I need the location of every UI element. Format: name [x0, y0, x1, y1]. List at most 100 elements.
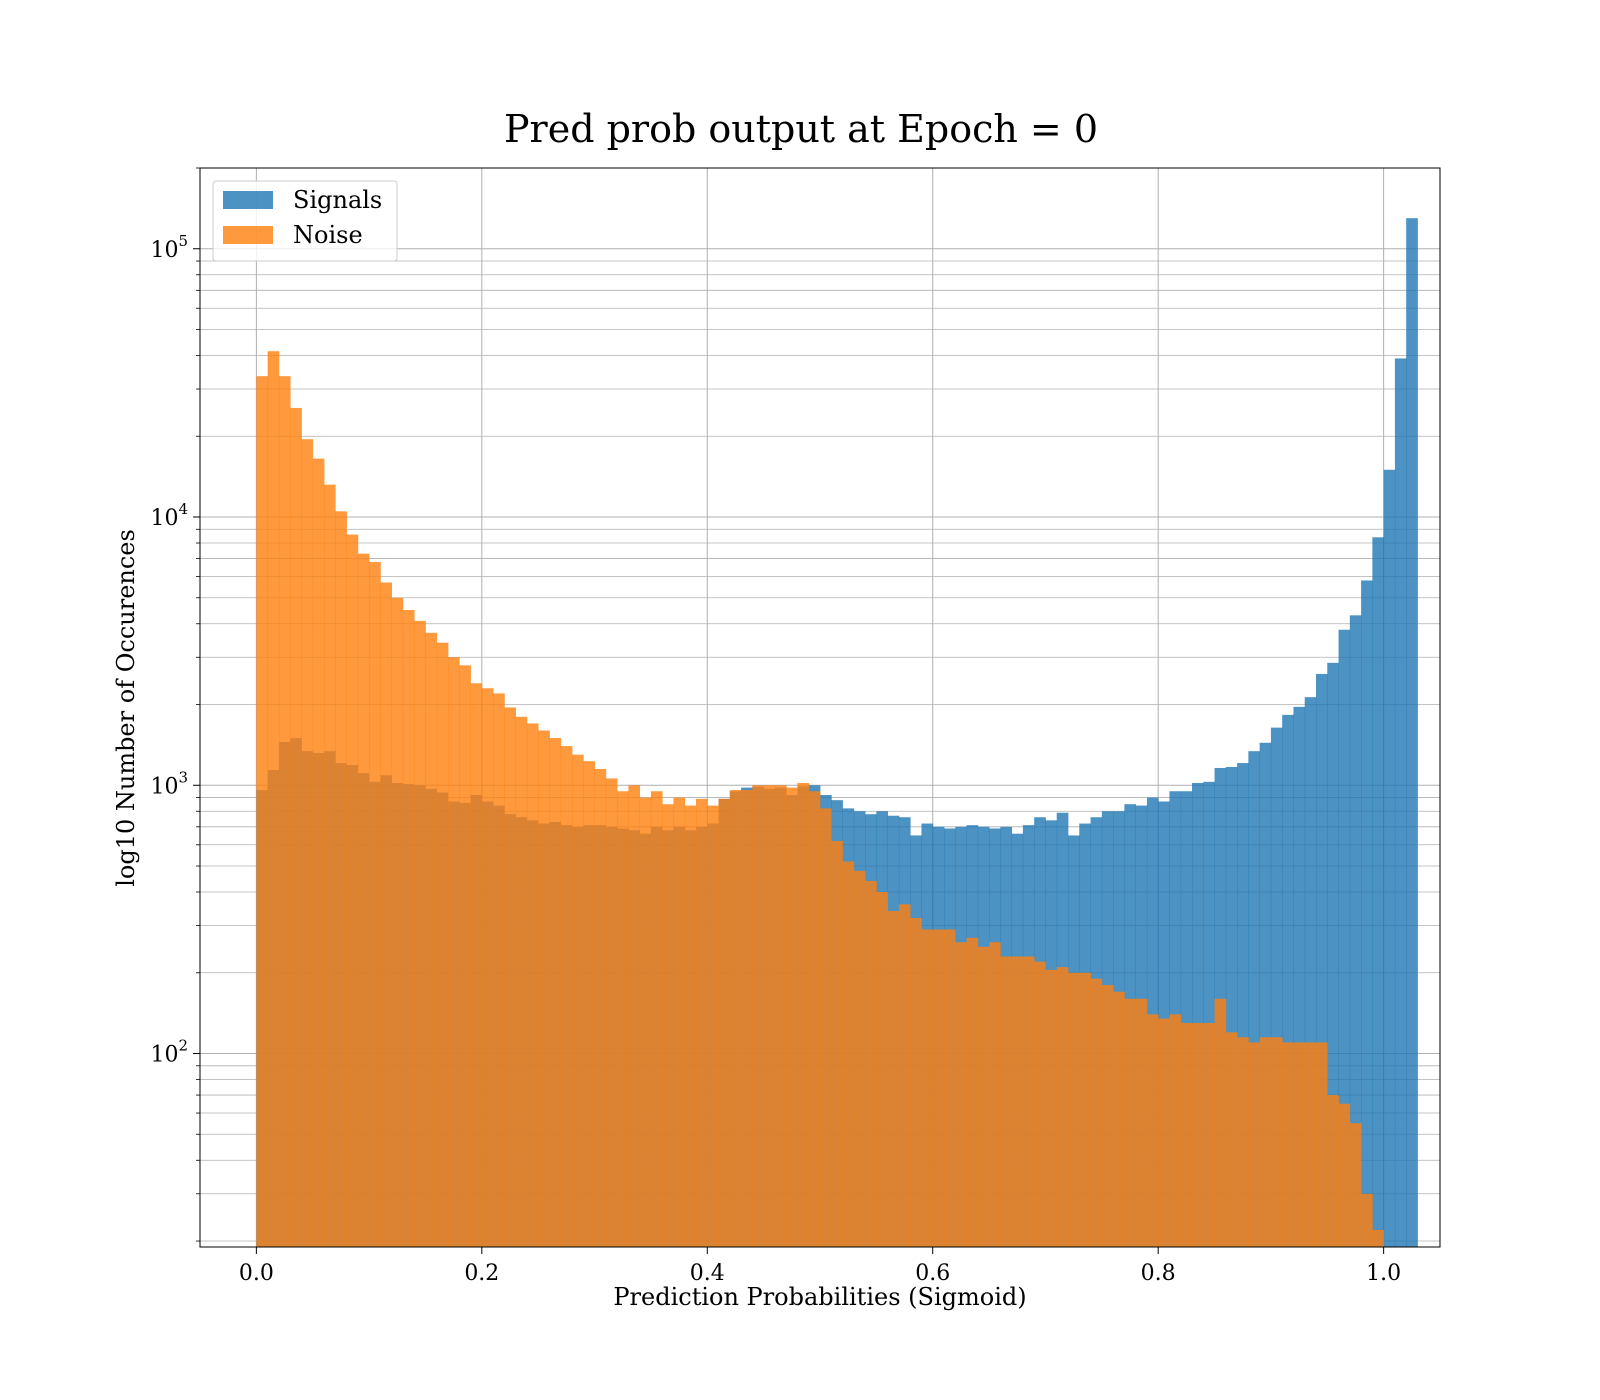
x-tick-label: 0.0: [239, 1261, 274, 1286]
bar-signals: [1383, 469, 1396, 1248]
bar-noise: [729, 790, 742, 1247]
bar-signals: [1327, 662, 1339, 1247]
bar-noise: [876, 892, 889, 1247]
y-axis-ticks: 102 103 104 105: [150, 167, 200, 1242]
bar-noise: [650, 791, 663, 1247]
bar-noise: [921, 929, 934, 1247]
bar-noise: [1169, 1014, 1182, 1247]
bar-signals: [1237, 763, 1249, 1247]
bar-noise: [1011, 956, 1024, 1247]
bar-noise: [966, 937, 979, 1247]
bar-noise: [1361, 1193, 1373, 1247]
bar-noise: [1327, 1095, 1339, 1247]
y-tick-label: 103: [150, 768, 188, 799]
series-noise: [256, 351, 1385, 1248]
y-axis-label: log10 Number of Occurences: [112, 529, 140, 887]
bar-noise: [628, 785, 641, 1247]
bar-noise: [763, 785, 776, 1247]
bar-noise: [335, 511, 347, 1247]
x-tick-label: 0.6: [915, 1261, 950, 1286]
bar-signals: [1394, 358, 1407, 1247]
y-tick-label: 104: [150, 500, 188, 531]
bar-noise: [853, 870, 866, 1247]
bar-noise: [493, 693, 505, 1247]
bar-noise: [898, 904, 911, 1247]
bar-noise: [1034, 961, 1046, 1247]
bar-noise: [515, 716, 528, 1247]
bar-noise: [617, 791, 629, 1247]
bar-noise: [402, 610, 415, 1247]
bar-noise: [944, 929, 956, 1247]
bar-noise: [526, 723, 539, 1247]
bar-noise: [312, 458, 325, 1247]
bar-noise: [1068, 972, 1080, 1247]
bar-noise: [1259, 1037, 1272, 1247]
bar-signals: [1406, 218, 1418, 1247]
bar-noise: [696, 798, 708, 1247]
bar-noise: [1270, 1037, 1283, 1247]
bar-noise: [1135, 998, 1148, 1247]
bar-signals: [1338, 629, 1351, 1247]
bar-noise: [774, 785, 787, 1247]
bar-signals: [1270, 727, 1283, 1247]
bar-noise: [594, 768, 607, 1247]
bar-noise: [605, 778, 618, 1247]
y-tick-label: 105: [150, 232, 188, 263]
bar-noise: [459, 665, 471, 1247]
bar-noise: [369, 561, 381, 1247]
bar-signals: [1349, 615, 1362, 1247]
bar-noise: [1113, 991, 1125, 1247]
bar-noise: [865, 880, 877, 1247]
bar-noise: [301, 439, 314, 1247]
y-tick-label: 102: [150, 1037, 188, 1068]
bar-noise: [290, 407, 302, 1248]
bar-noise: [1079, 972, 1091, 1247]
bar-signals: [1192, 782, 1204, 1247]
bar-noise: [256, 376, 269, 1247]
bar-noise: [662, 804, 674, 1247]
bar-noise: [684, 805, 697, 1247]
plot-frame: [199, 167, 1441, 1248]
bar-signals: [1180, 791, 1193, 1247]
legend-swatch-signals: [223, 191, 273, 209]
bar-noise: [1316, 1042, 1328, 1247]
chart-title: Pred prob output at Epoch = 0: [504, 107, 1098, 151]
bar-noise: [808, 791, 821, 1247]
legend-label-signals: Signals: [293, 186, 382, 214]
bar-noise: [572, 754, 584, 1247]
bar-noise: [797, 782, 810, 1247]
bar-noise: [1090, 978, 1103, 1247]
bar-noise: [831, 840, 843, 1247]
bar-noise: [910, 918, 922, 1247]
bar-noise: [1192, 1022, 1204, 1247]
bar-signals: [1203, 781, 1215, 1247]
bar-noise: [1214, 998, 1227, 1247]
bar-noise: [1372, 1229, 1385, 1247]
bar-noise: [324, 484, 336, 1247]
bar-signals: [1259, 742, 1272, 1247]
bar-noise: [481, 688, 494, 1247]
bar-noise: [583, 761, 595, 1247]
bar-noise: [752, 785, 765, 1247]
bar-noise: [380, 582, 393, 1247]
bar-noise: [504, 707, 517, 1247]
bar-noise: [842, 861, 855, 1247]
bar-noise: [786, 787, 798, 1247]
bar-noise: [1158, 1018, 1170, 1247]
bar-noise: [1293, 1042, 1306, 1247]
bar-noise: [538, 730, 550, 1247]
bar-signals: [1372, 537, 1385, 1247]
bar-noise: [1237, 1037, 1249, 1247]
x-axis-ticks: 0.0 0.2 0.4 0.6 0.8 1.0: [239, 1247, 1401, 1286]
legend: Signals Noise: [212, 180, 398, 262]
x-tick-label: 0.8: [1141, 1261, 1176, 1286]
bar-noise: [560, 746, 573, 1247]
bar-noise: [549, 738, 562, 1247]
bar-noise: [1349, 1123, 1362, 1247]
x-tick-label: 0.2: [464, 1261, 499, 1286]
x-axis-label: Prediction Probabilities (Sigmoid): [613, 1283, 1026, 1311]
bar-noise: [436, 642, 449, 1247]
bar-signals: [1293, 706, 1306, 1247]
x-tick-label: 1.0: [1366, 1261, 1401, 1286]
